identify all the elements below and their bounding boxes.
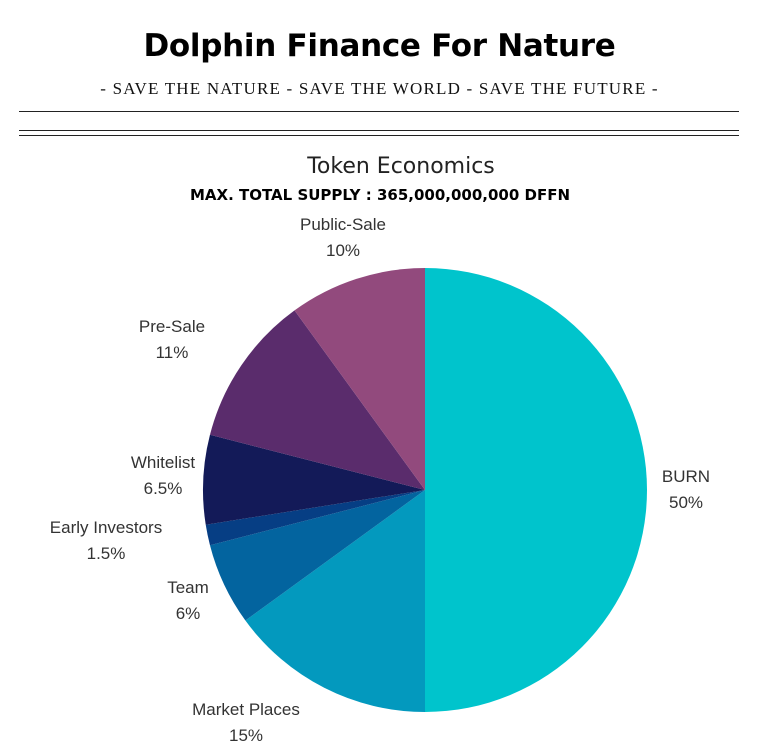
pie-slice-burn [425, 268, 647, 712]
site-title: Dolphin Finance For Nature [143, 28, 616, 64]
slice-value-market-places: 15% [229, 726, 263, 745]
chart-title: Token Economics [306, 154, 495, 179]
pie-slice-pre-sale [209, 310, 425, 490]
slice-label-pre-sale: Pre-Sale [139, 317, 205, 336]
slice-label-market-places: Market Places [192, 700, 300, 719]
slice-value-public-sale: 10% [326, 241, 360, 260]
divider-line [19, 111, 739, 112]
pie-slices [202, 268, 647, 712]
slice-value-early-investors: 1.5% [87, 544, 126, 563]
slice-label-whitelist: Whitelist [131, 453, 196, 472]
slice-value-pre-sale: 11% [156, 343, 189, 362]
double-divider-bottom [19, 135, 739, 136]
double-divider-top [19, 130, 739, 131]
site-tagline: - SAVE THE NATURE - SAVE THE WORLD - SAV… [100, 79, 659, 98]
pie-slice-public-sale [294, 268, 425, 490]
pie-slice-whitelist [202, 434, 425, 525]
chart-subtitle: MAX. TOTAL SUPPLY : 365,000,000,000 DFFN [190, 186, 570, 204]
slice-value-burn: 50% [669, 493, 703, 512]
pie-slice-market-places [245, 490, 425, 712]
slice-label-early-investors: Early Investors [50, 518, 162, 537]
slice-label-public-sale: Public-Sale [300, 215, 386, 234]
slice-label-burn: BURN [662, 467, 710, 486]
pie-slice-early-investors [205, 490, 425, 546]
token-economics-chart: Token Economics MAX. TOTAL SUPPLY : 365,… [50, 154, 710, 745]
pie-labels: BURN 50% Market Places 15% Team 6% Early Inves… [50, 215, 710, 745]
slice-label-team: Team [167, 578, 209, 597]
pie-slice-team [209, 490, 425, 621]
slice-value-whitelist: 6.5% [144, 479, 183, 498]
slice-value-team: 6% [176, 604, 201, 623]
